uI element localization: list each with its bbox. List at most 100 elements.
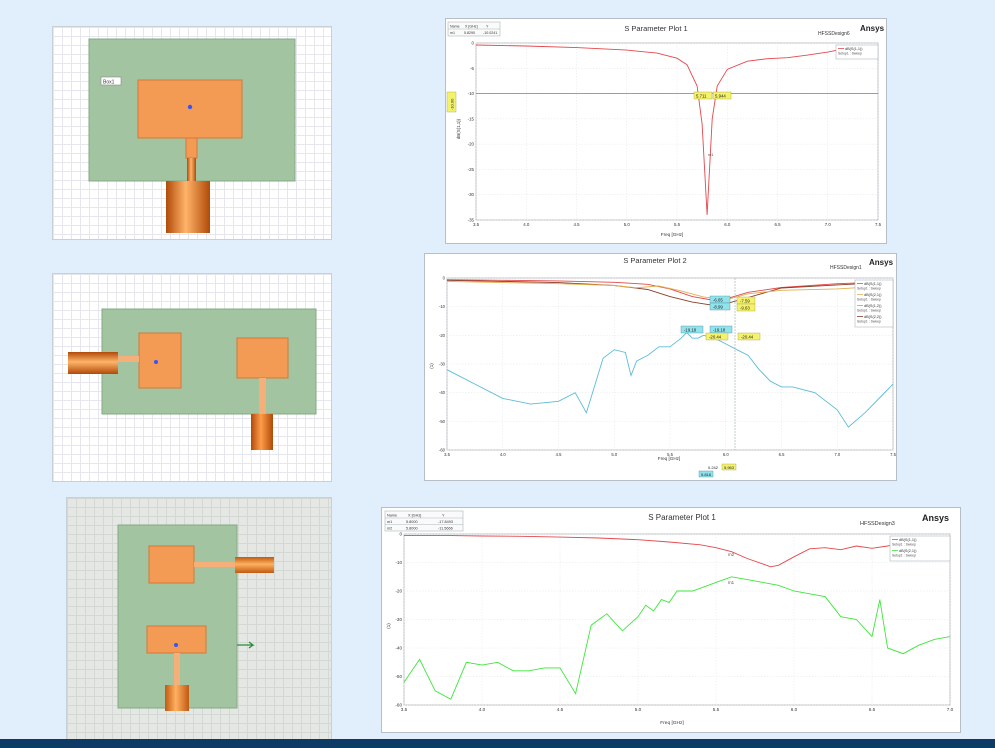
x-axis-label: Freq [GHz] (658, 456, 680, 461)
x-tick-label: 5.0 (624, 222, 631, 227)
marker-label: -9.63 (740, 306, 750, 311)
chart-2-svg: S Parameter Plot 2 HFSSDesign1 Ansys 3.5… (425, 254, 896, 480)
ansys-logo: Ansys (922, 513, 949, 523)
x-tick-label: 4.0 (500, 452, 506, 457)
coax-left (68, 352, 118, 374)
y-tick-label: -60 (395, 703, 402, 708)
x-tick-label: 6.0 (723, 452, 729, 457)
antenna-layout-3[interactable] (66, 497, 332, 741)
y-axis-label: dB(S(1,1)) (456, 118, 461, 139)
x-tick-label: 6.5 (869, 707, 876, 712)
series-line-dbs12 (446, 331, 894, 428)
x-tick-label: 4.0 (479, 707, 486, 712)
x-tick-label: 5.5 (667, 452, 673, 457)
chart-3-svg: Name X [GHz] Y m1 5.8000 -17.8493 m2 5.8… (382, 508, 960, 732)
feed-line-bottom (174, 653, 180, 688)
feed-line-left (116, 356, 139, 362)
y-tick-label: -60 (439, 448, 446, 453)
x-tick-label: 4.5 (573, 222, 580, 227)
y-tick-label: -30 (395, 617, 402, 622)
chart-title: S Parameter Plot 1 (624, 24, 687, 33)
x-tick-label: 5.5 (674, 222, 681, 227)
patch-bottom (146, 625, 207, 654)
y-tick-label: -30 (468, 192, 475, 197)
series-line-dbs21 (446, 280, 894, 301)
ref-line-label: -10.00 (450, 98, 455, 110)
table-cell: -17.8493 (438, 520, 453, 524)
marker-label: 5.944 (715, 94, 726, 99)
y-tick-label: -20 (395, 589, 402, 594)
x-tick-label: 7.0 (825, 222, 832, 227)
y-tick-label: -10 (395, 560, 402, 565)
marker-label: -7.59 (740, 299, 750, 304)
antenna-layout-3-drawing (117, 524, 274, 711)
x-tick-label: 6.5 (779, 452, 785, 457)
y-axis-label: (1) (429, 363, 434, 369)
marker-label: -8.99 (713, 305, 723, 310)
x-tick-label: 5.0 (611, 452, 617, 457)
marker-table: Name X [GHz] Y m1 5.8290 -10.0241 (447, 21, 501, 37)
x-tick-label: 5.0 (635, 707, 642, 712)
y-tick-label: -40 (395, 646, 402, 651)
box-label: Box1 (103, 80, 115, 86)
table-cell: m2 (387, 527, 392, 531)
table-cell: m1 (387, 520, 392, 524)
chart-title: S Parameter Plot 1 (648, 513, 716, 522)
patch-left (138, 332, 182, 389)
s-parameter-chart-3[interactable]: Name X [GHz] Y m1 5.8000 -17.8493 m2 5.8… (381, 507, 961, 733)
marker-labels: -6.65 -8.99 -7.59 -9.63 -19.18 -19.18 -2… (680, 295, 761, 478)
bottom-marker-label: 5.963 (724, 465, 735, 470)
table-cell: -11.5666 (438, 527, 453, 531)
table-cell: m1 (450, 31, 455, 35)
axis-arrow-icon (237, 641, 255, 649)
antenna-layout-2[interactable] (52, 273, 332, 482)
chart-title: S Parameter Plot 2 (623, 256, 686, 265)
x-tick-label: 7.0 (947, 707, 954, 712)
feed-line-right (259, 378, 266, 418)
y-tick-label: -50 (439, 419, 446, 424)
legend-box (889, 535, 951, 562)
y-tick-label: 0 (472, 41, 475, 46)
y-tick-label: -40 (439, 390, 446, 395)
series-line-dbs11 (404, 534, 951, 568)
s-parameter-chart-2[interactable]: S Parameter Plot 2 HFSSDesign1 Ansys 3.5… (424, 253, 897, 481)
antenna-layout-1[interactable]: Box1 (52, 26, 332, 240)
y-tick-label: 0 (399, 532, 402, 537)
feed-pin (187, 158, 196, 183)
x-tick-label: 6.0 (791, 707, 798, 712)
bottom-bar (0, 739, 995, 748)
y-tick-label: -50 (395, 674, 402, 679)
marker-label: -20.44 (741, 335, 754, 340)
y-tick-label: -25 (468, 167, 475, 172)
legend-entry: dB(S(2,2)) (864, 315, 882, 319)
y-tick-label: -10 (468, 91, 475, 96)
y-tick-label: -10 (439, 304, 446, 309)
y-tick-label: 0 (443, 276, 446, 281)
y-tick-label: -30 (439, 362, 446, 367)
legend-entry: dB(S(1,1)) (845, 47, 863, 51)
legend-box (854, 279, 894, 328)
x-tick-label: 7.5 (890, 452, 896, 457)
y-tick-label: -20 (439, 333, 446, 338)
table-cell: 5.8290 (464, 31, 475, 35)
x-axis-label: Freq [GHz] (661, 232, 683, 237)
curve-marker-label: m2 (728, 552, 735, 557)
port-marker (187, 104, 193, 110)
table-header-x: X [GHz] (408, 514, 421, 518)
chart-1-svg: Name X [GHz] Y m1 5.8290 -10.0241 S Para… (446, 19, 886, 243)
x-tick-label: 4.0 (523, 222, 530, 227)
patch-right (236, 337, 289, 379)
feed-line-top (194, 562, 238, 567)
legend-entry: dB(S(2,1)) (899, 549, 917, 553)
marker-labels: 5.711 5.944 -10.00 m1 (446, 91, 732, 157)
curve-marker-label: m1 (708, 152, 714, 157)
x-tick-label: 3.5 (473, 222, 480, 227)
s-parameter-chart-1[interactable]: Name X [GHz] Y m1 5.8290 -10.0241 S Para… (445, 18, 887, 244)
y-tick-label: -35 (468, 218, 475, 223)
coax-top (235, 557, 274, 573)
antenna-layout-1-drawing: Box1 (88, 38, 296, 233)
marker-label: -6.65 (713, 298, 723, 303)
ansys-logo: Ansys (860, 24, 885, 33)
legend-entry-sub: Setup1 : Sweep (892, 543, 916, 547)
antenna-layout-2-drawing (68, 308, 317, 450)
